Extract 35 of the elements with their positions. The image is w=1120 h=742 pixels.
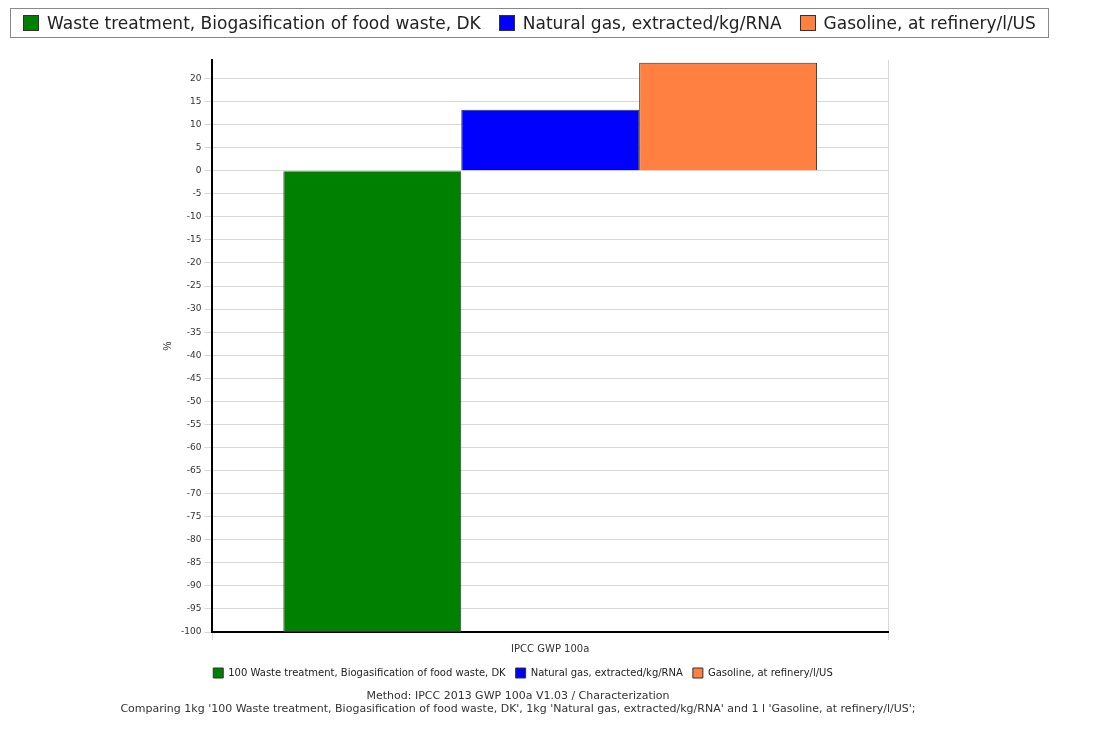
y-tick-label: -85 (186, 557, 202, 568)
y-tick-label: -50 (186, 395, 202, 406)
y-tick-label: -10 (186, 211, 202, 222)
text: Method: IPCC 2013 GWP 100a V1.03 / Characterization (366, 688, 670, 702)
y-tick-label: -40 (186, 349, 202, 360)
y-tick-label: -25 (186, 280, 202, 291)
y-tick-label: -35 (186, 326, 202, 337)
y-tick-label: 0 (195, 165, 202, 176)
y-tick-label: 5 (195, 141, 202, 152)
x-tick-label: IPCC GWP 100a (511, 642, 590, 654)
legend-label: Gasoline, at refinery/l/US (707, 666, 833, 678)
y-tick-label: -95 (186, 603, 202, 614)
y-tick-label: -90 (186, 580, 202, 591)
y-tick-label: -30 (186, 303, 202, 314)
y-tick-label: -70 (186, 487, 202, 498)
y-tick-label: -55 (186, 418, 202, 429)
y-tick-label: -5 (192, 188, 202, 199)
text: Comparing 1kg '100 Waste treatment, Biogasification of food waste, DK', 1kg 'Natural gas, extracted/kg/RNA' and 1 l 'Gasoline, at refinery/l/US'; (120, 701, 916, 715)
text: Natural gas, extracted/kg/RNA (522, 13, 782, 33)
y-tick-label: -75 (186, 511, 202, 522)
y-tick-label: -65 (186, 464, 202, 475)
text: Waste treatment, Biogasification of food waste, DK (47, 13, 481, 33)
y-tick-label: 20 (189, 72, 202, 83)
y-tick-label: -15 (186, 234, 202, 245)
text: Gasoline, at refinery/l/US (823, 13, 1036, 33)
y-tick-label: -45 (186, 372, 202, 383)
y-tick-label: -80 (186, 534, 202, 545)
y-tick-label: 10 (189, 118, 202, 129)
y-tick-label: -20 (186, 257, 202, 268)
y-axis-title: % (161, 341, 173, 351)
y-tick-label: 15 (189, 95, 202, 106)
y-tick-label: -60 (186, 441, 202, 452)
legend-label: Natural gas, extracted/kg/RNA (530, 666, 684, 678)
legend-label: 100 Waste treatment, Biogasification of food waste, DK (228, 666, 507, 678)
y-tick-label: -100 (180, 626, 202, 637)
